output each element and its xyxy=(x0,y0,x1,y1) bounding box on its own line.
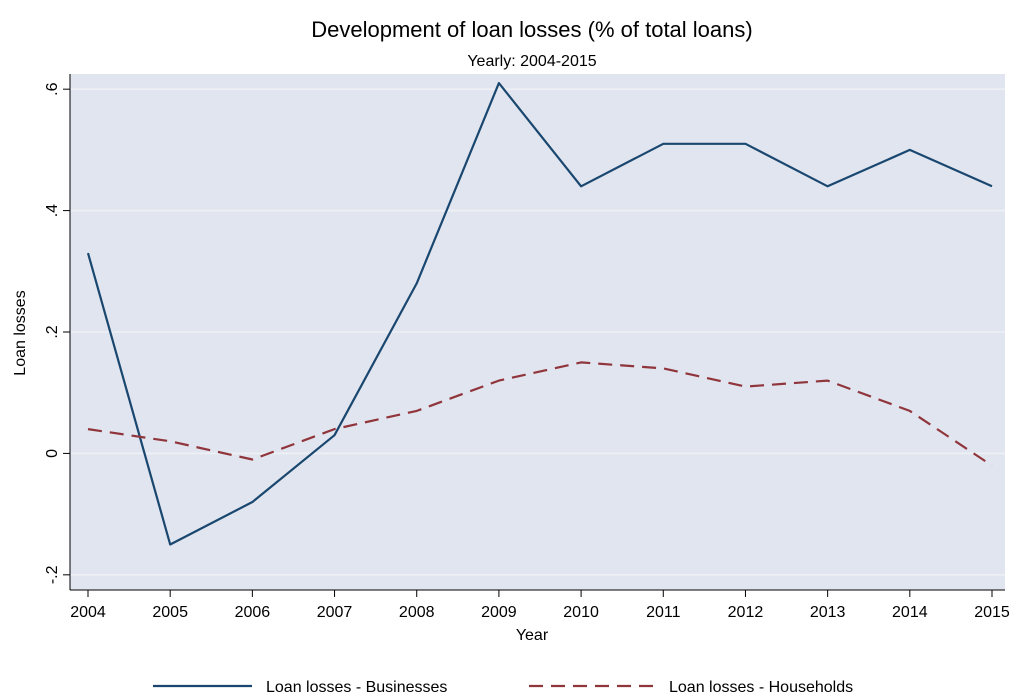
x-tick-label: 2012 xyxy=(728,604,764,621)
series-lines xyxy=(86,81,993,546)
x-tick-label: 2010 xyxy=(563,604,599,621)
chart-title: Development of loan losses (% of total l… xyxy=(311,17,752,42)
axes: -.2 0 .2 .4 .6 2004 2005 2006 2007 2008 2009 2010 20… xyxy=(44,74,1010,621)
y-tick-label: .4 xyxy=(44,204,61,217)
y-tick-label: 0 xyxy=(44,449,61,458)
legend-label-businesses: Loan losses - Businesses xyxy=(266,679,447,696)
x-tick-label: 2009 xyxy=(481,604,517,621)
x-tick-label: 2014 xyxy=(892,604,928,621)
x-tick-label: 2005 xyxy=(152,604,188,621)
x-tick-label: 2006 xyxy=(235,604,271,621)
x-tick-label: 2004 xyxy=(70,604,106,621)
series-line-households xyxy=(87,361,993,467)
legend: Loan losses - Businesses Loan losses - Ho… xyxy=(153,679,853,696)
y-tick-label: -.2 xyxy=(44,565,61,584)
series-line-businesses xyxy=(86,81,993,546)
y-tick-label: .6 xyxy=(44,82,61,95)
x-tick-label: 2008 xyxy=(399,604,435,621)
x-tick-label: 2011 xyxy=(646,604,681,621)
x-tick-label: 2007 xyxy=(317,604,353,621)
x-axis-title: Year xyxy=(516,627,549,644)
x-tick-label: 2013 xyxy=(810,604,846,621)
y-tick-label: .2 xyxy=(44,325,61,338)
chart-subtitle: Yearly: 2004-2015 xyxy=(467,53,596,70)
y-axis-title: Loan losses xyxy=(12,290,29,375)
legend-label-households: Loan losses - Households xyxy=(669,679,853,696)
x-tick-label: 2015 xyxy=(974,604,1010,621)
